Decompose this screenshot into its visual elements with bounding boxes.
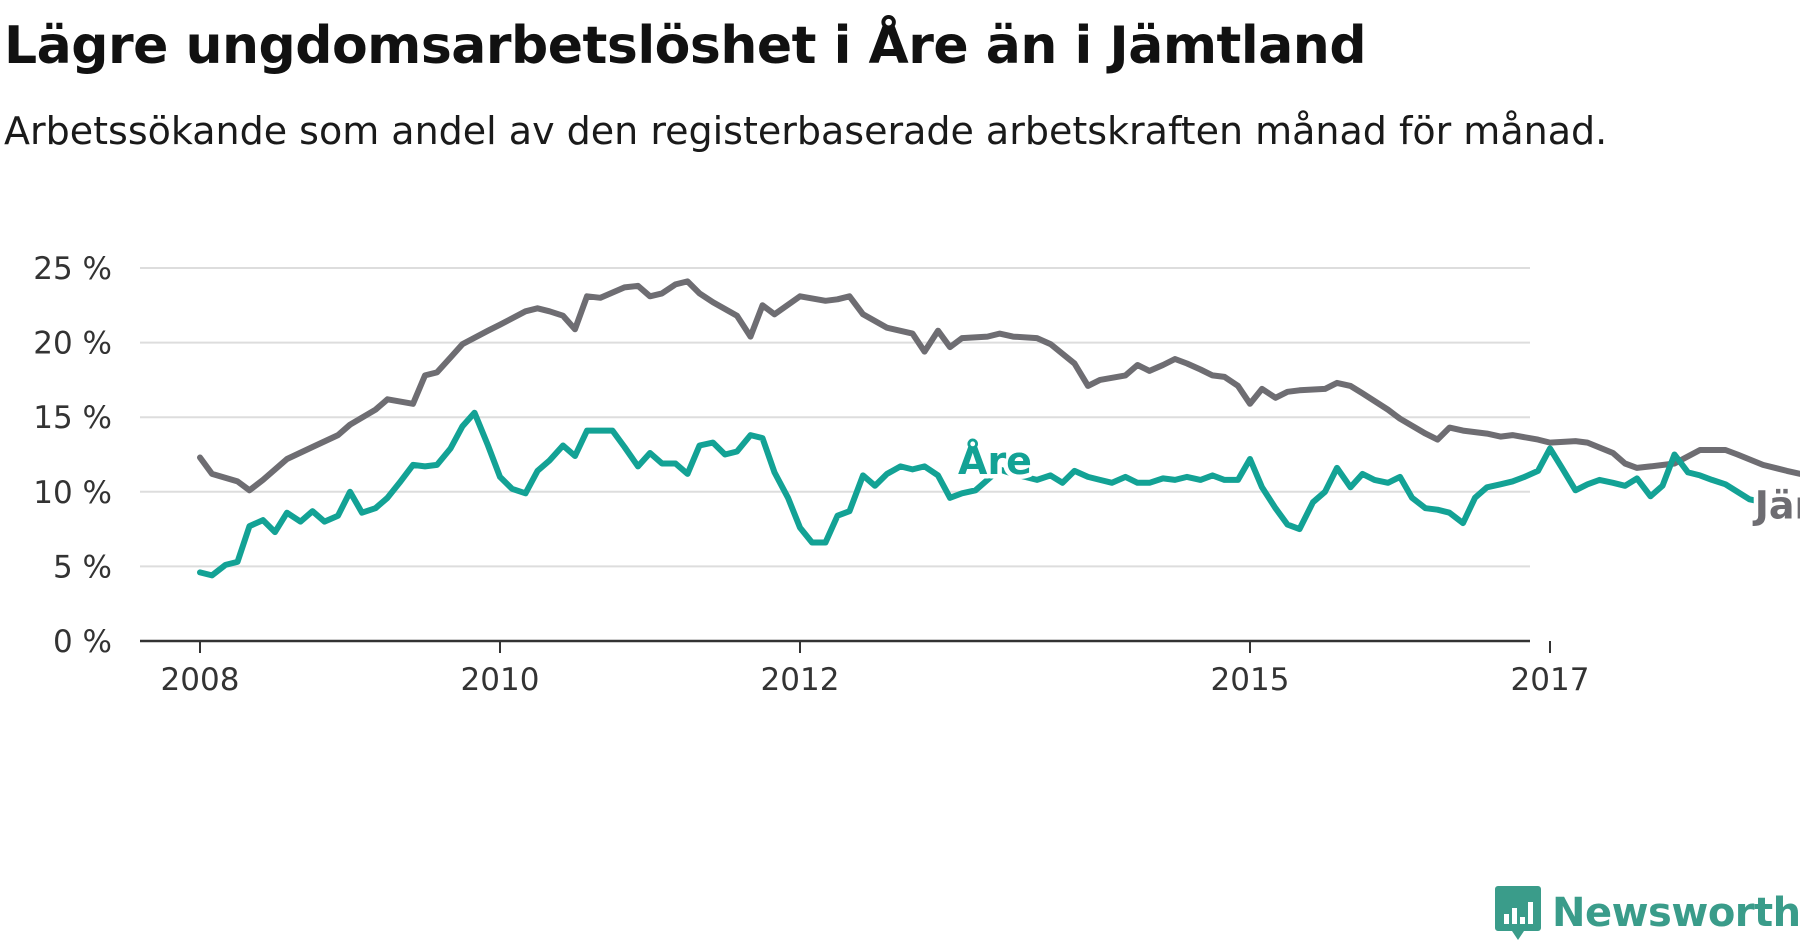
grid-lines — [140, 267, 1530, 568]
y-tick-label: 10 % — [33, 475, 112, 511]
brand-logo: Newsworthy — [1494, 884, 1800, 942]
newsworthy-icon — [1495, 886, 1541, 940]
y-tick-label: 15 % — [33, 400, 112, 436]
y-tick-label: 5 % — [53, 549, 112, 585]
x-tick-label: 2010 — [461, 662, 540, 698]
x-axis: 20082010201220152017202020222024 — [140, 639, 1590, 698]
series-label-are: Åre — [958, 439, 1032, 483]
y-tick-label: 20 % — [33, 326, 112, 362]
chart-subtitle: Arbetssökande som andel av den registerb… — [4, 109, 1608, 153]
series-line-jamtland — [197, 278, 1800, 494]
series-line-are — [197, 409, 1800, 579]
x-tick-label: 2017 — [1511, 662, 1590, 698]
y-axis-tick-labels: 0 % 5 % 10 % 15 % 20 % 25 % — [33, 251, 112, 660]
series-label-jamtland: Jämtland — [1752, 484, 1800, 528]
series-lines — [197, 278, 1800, 579]
chart-title: Lägre ungdomsarbetslöshet i Åre än i Jäm… — [4, 16, 1367, 76]
x-tick-label: 2012 — [761, 662, 840, 698]
series-labels: Jämtland6,8 %Åre5,3 % — [954, 434, 1800, 532]
brand-name: Newsworthy — [1552, 890, 1800, 936]
y-tick-label: 25 % — [33, 251, 112, 287]
x-tick-label: 2015 — [1211, 662, 1290, 698]
y-tick-label: 0 % — [53, 624, 112, 660]
x-tick-label: 2008 — [161, 662, 240, 698]
